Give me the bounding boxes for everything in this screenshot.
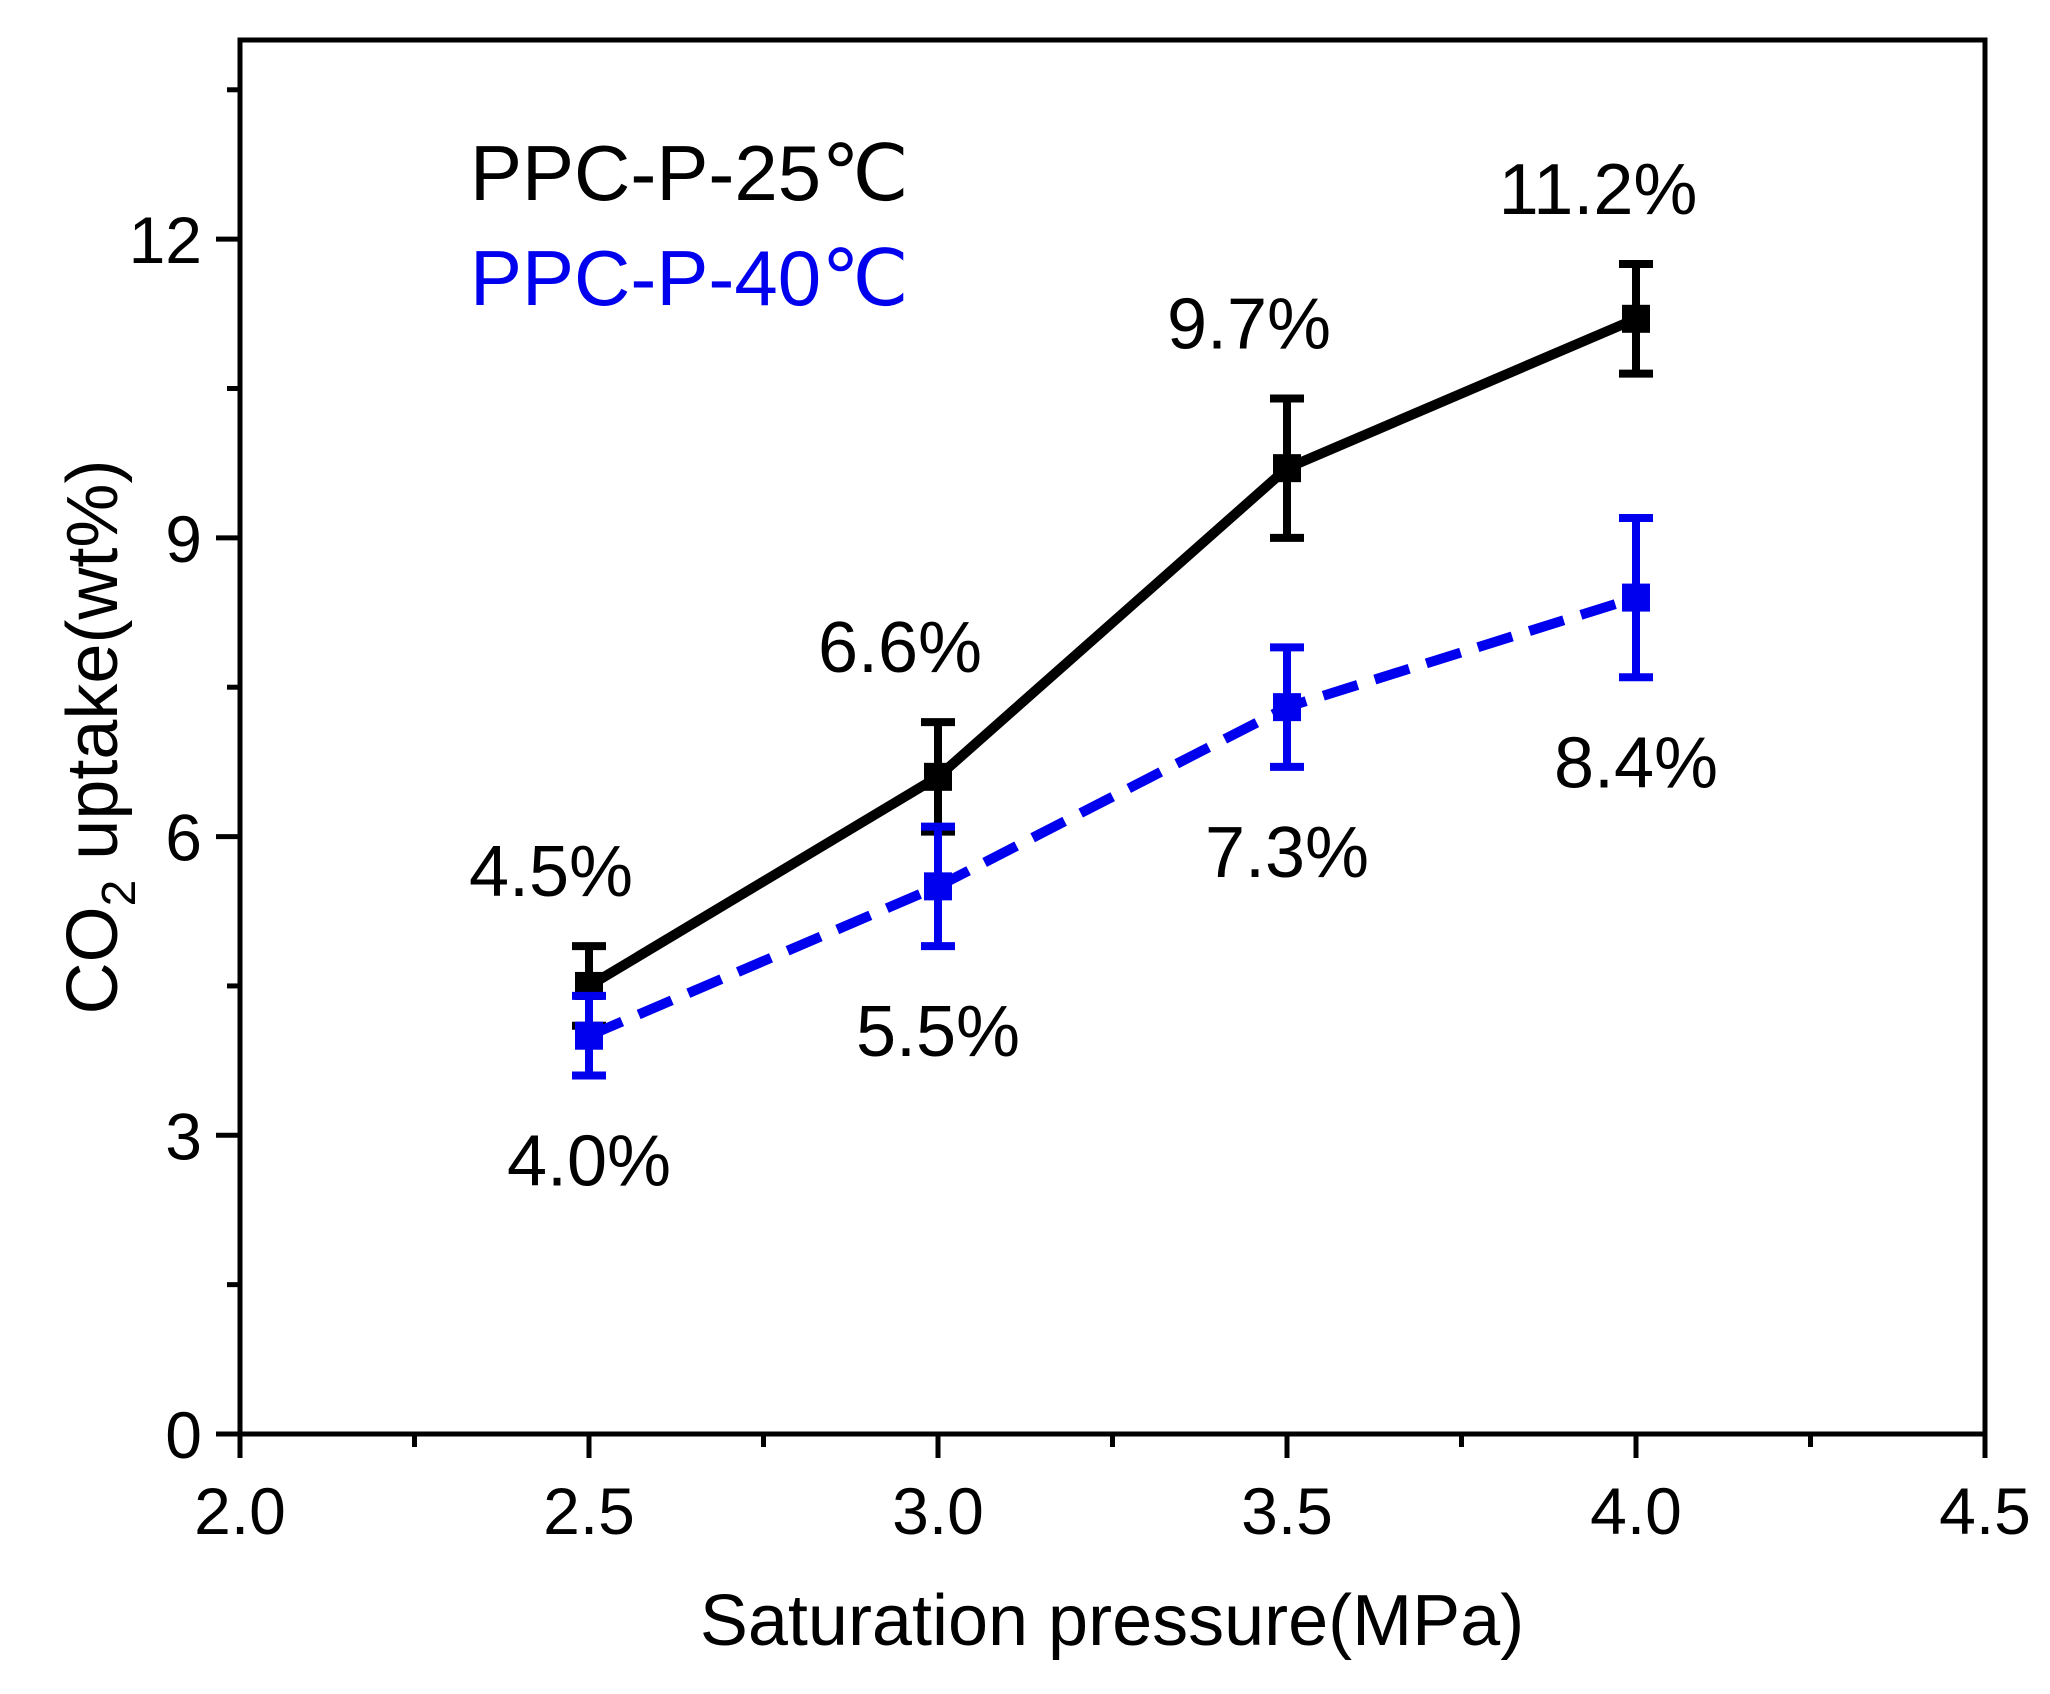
point-labels-layer: 4.5% 6.6% 9.7% 11.2% 4.0% 5.5% 7.3% 8.4%	[469, 150, 1718, 1202]
x-tick-label: 3.0	[892, 1474, 984, 1548]
y-tick-label: 3	[165, 1099, 202, 1173]
y-axis-title-main: CO	[53, 906, 133, 1014]
y-tick-label: 9	[165, 502, 202, 576]
series-line-2	[587, 592, 1638, 1041]
data-point	[1273, 693, 1301, 722]
data-label: 4.5%	[469, 832, 633, 912]
data-label: 7.3%	[1205, 813, 1369, 893]
x-tick-label: 2.5	[543, 1474, 635, 1548]
y-axis-title-subscript: 2	[93, 880, 146, 907]
x-tick-label: 4.0	[1590, 1474, 1682, 1548]
data-point	[1622, 304, 1650, 333]
y-axis-title: CO2 uptake(wt%)	[53, 460, 146, 1015]
data-point	[924, 872, 952, 901]
x-axis-title: Saturation pressure(MPa)	[700, 1581, 1524, 1661]
data-label: 8.4%	[1554, 723, 1718, 803]
series-layer	[572, 260, 1653, 1080]
y-tick-label: 6	[165, 801, 202, 875]
y-tick-label: 0	[165, 1398, 202, 1472]
data-label: 6.6%	[818, 608, 982, 688]
data-point	[575, 1021, 603, 1050]
y-axis-title-rest: uptake(wt%)	[53, 460, 133, 880]
data-point	[924, 762, 952, 791]
legend: PPC-P-25℃ PPC-P-40℃	[470, 129, 909, 322]
data-label: 9.7%	[1167, 284, 1331, 364]
data-label: 5.5%	[856, 992, 1020, 1072]
axes-layer: 2.0 2.5 3.0 3.5 4.0 4.5 0 3 6 9 12	[129, 87, 2031, 1548]
data-label: 4.0%	[507, 1122, 671, 1202]
legend-item: PPC-P-25℃	[470, 129, 909, 217]
data-point	[1273, 454, 1301, 483]
x-tick-label: 3.5	[1241, 1474, 1333, 1548]
data-label: 11.2%	[1499, 150, 1698, 230]
x-tick-label: 4.5	[1939, 1474, 2031, 1548]
y-tick-label: 12	[129, 203, 202, 277]
data-point	[1622, 583, 1650, 612]
legend-item: PPC-P-40℃	[470, 234, 909, 322]
series-line-1	[586, 314, 1638, 991]
x-tick-label: 2.0	[194, 1474, 286, 1548]
